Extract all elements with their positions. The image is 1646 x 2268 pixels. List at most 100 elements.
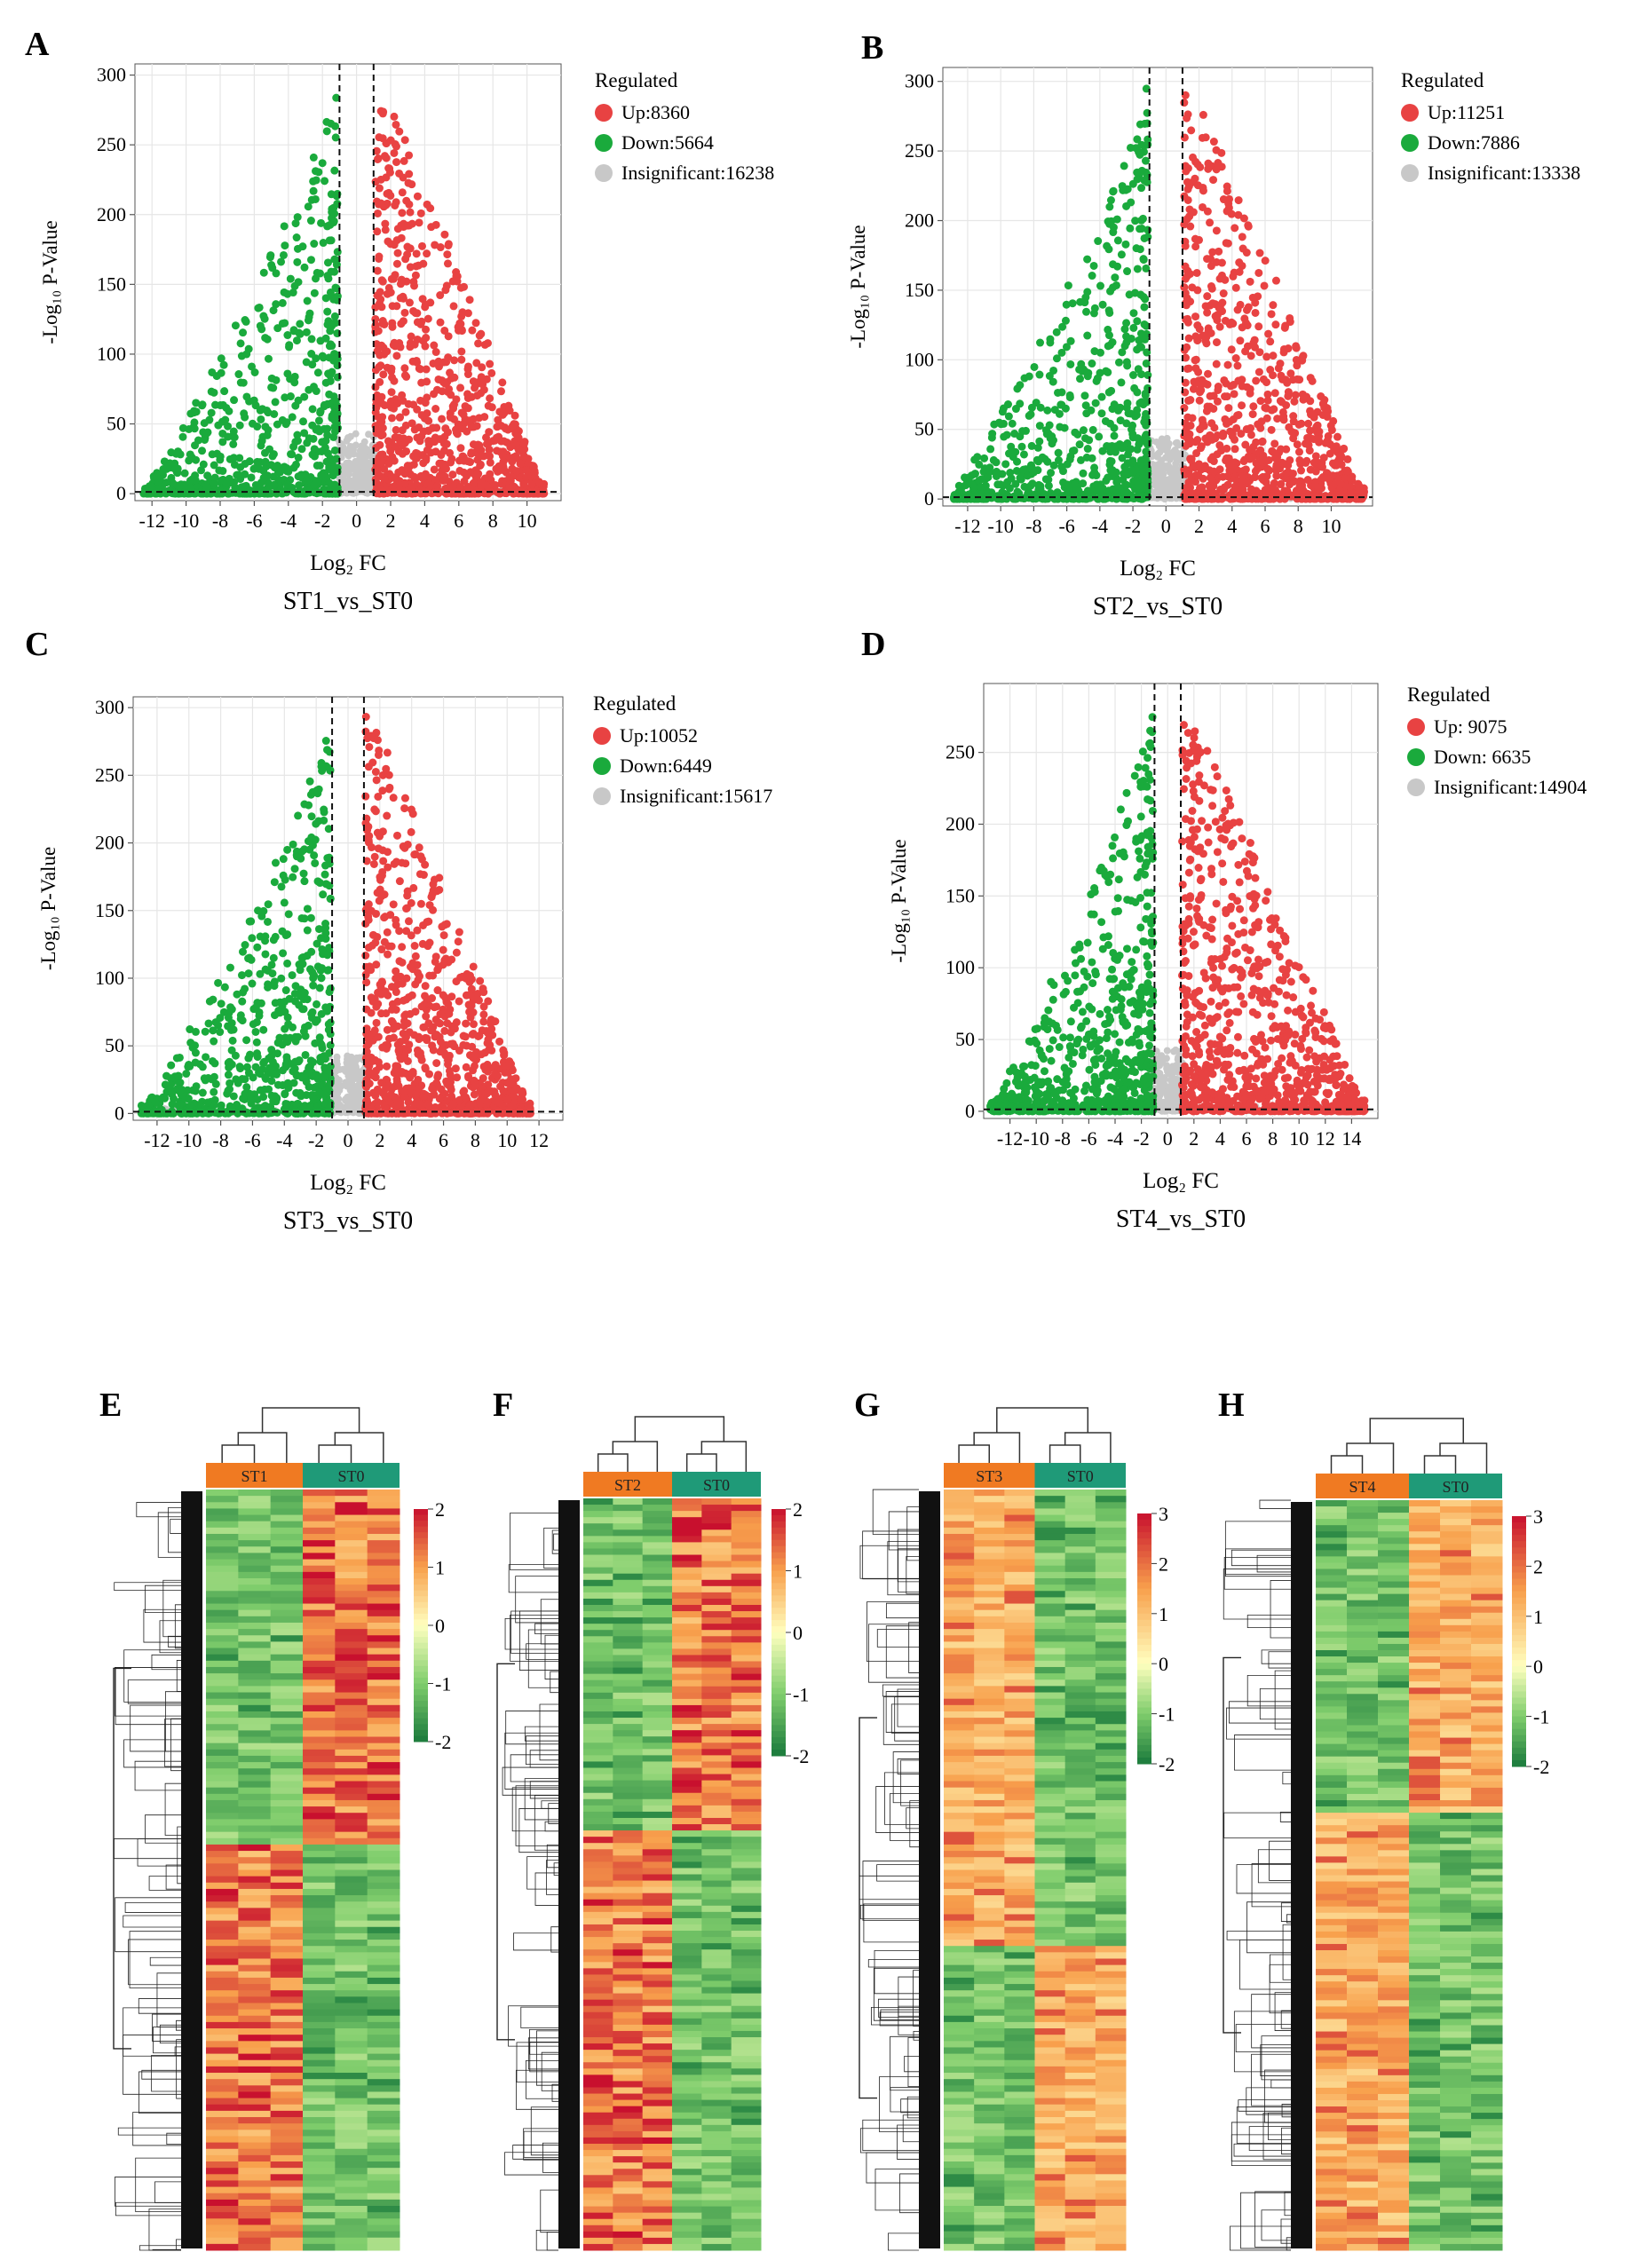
legend-swatch <box>595 134 613 152</box>
y-tick-label: 100 <box>905 348 934 370</box>
point-up <box>444 240 453 249</box>
point-up <box>413 449 422 458</box>
point-up <box>380 401 389 410</box>
y-tick-label: 150 <box>97 273 126 295</box>
legend-entry: Up:8360 <box>621 101 690 123</box>
point-up <box>387 367 396 375</box>
point-down <box>1026 481 1035 490</box>
point-up <box>392 352 401 360</box>
point-up <box>417 378 426 387</box>
y-tick-label: 150 <box>905 279 934 301</box>
point-down <box>237 483 246 492</box>
point-up <box>1255 249 1264 257</box>
point-down <box>989 455 998 464</box>
point-up <box>438 387 447 396</box>
point-down <box>1133 265 1142 273</box>
point-up <box>1196 388 1205 397</box>
point-up <box>377 276 386 285</box>
point-up <box>471 319 480 328</box>
point-down <box>277 257 286 266</box>
point-up <box>409 306 418 315</box>
point-up <box>1192 268 1201 277</box>
point-up <box>496 387 505 396</box>
point-down <box>1122 358 1131 367</box>
point-down <box>1029 468 1038 477</box>
point-down <box>1009 453 1017 462</box>
point-down <box>1106 287 1115 296</box>
point-down <box>328 321 336 330</box>
point-up <box>1204 164 1213 173</box>
point-up <box>1256 397 1265 406</box>
point-down <box>960 473 969 482</box>
point-down <box>257 415 265 423</box>
point-down <box>1001 460 1010 469</box>
point-down <box>253 943 262 952</box>
point-down <box>217 368 226 377</box>
point-down <box>328 342 336 351</box>
point-down <box>1076 375 1085 383</box>
point-up <box>1195 396 1204 405</box>
point-down <box>280 222 289 231</box>
point-down <box>253 1053 262 1062</box>
x-tick-label: 6 <box>1261 515 1270 537</box>
point-up <box>1244 494 1253 503</box>
point-up <box>1186 222 1195 231</box>
point-down <box>231 321 240 330</box>
point-down <box>1013 384 1022 393</box>
point-up <box>440 464 449 473</box>
point-down <box>1045 421 1054 430</box>
point-down <box>977 494 985 503</box>
point-up <box>457 355 466 364</box>
point-insignificant <box>362 473 370 481</box>
point-down <box>229 439 238 448</box>
point-up <box>1207 476 1216 485</box>
point-up <box>413 433 422 442</box>
point-up <box>384 188 393 197</box>
point-up <box>441 286 450 295</box>
point-down <box>182 1070 191 1079</box>
point-up <box>1279 412 1288 421</box>
point-down <box>1127 425 1136 434</box>
point-down <box>284 910 293 919</box>
point-up <box>471 489 479 498</box>
point-down <box>328 214 336 223</box>
point-down <box>200 419 209 428</box>
point-down <box>318 352 327 360</box>
point-down <box>264 900 273 909</box>
point-up <box>393 399 402 407</box>
point-down <box>195 488 204 497</box>
point-down <box>1017 442 1026 451</box>
point-up <box>1212 360 1221 368</box>
point-up <box>376 418 384 427</box>
point-up <box>488 437 497 446</box>
point-down <box>310 240 319 249</box>
legend: RegulatedUp:8360Down:5664Insignificant:1… <box>595 69 774 184</box>
point-down <box>330 446 339 454</box>
point-down <box>1121 240 1130 249</box>
point-down <box>324 369 333 378</box>
point-down <box>241 413 249 422</box>
point-down <box>319 239 328 248</box>
y-tick-label: 250 <box>905 139 934 162</box>
point-up <box>1304 419 1313 428</box>
point-down <box>292 233 301 242</box>
point-down <box>1137 184 1146 193</box>
point-down <box>245 397 254 406</box>
point-down <box>1117 250 1126 259</box>
point-down <box>1070 480 1079 489</box>
point-up <box>1183 195 1192 204</box>
point-up <box>1183 435 1192 444</box>
point-up <box>512 488 521 497</box>
point-up <box>1271 276 1280 285</box>
panel-letter: B <box>861 29 883 67</box>
point-down <box>281 986 290 995</box>
point-down <box>1004 412 1013 421</box>
point-up <box>1212 226 1221 235</box>
point-down <box>1021 426 1030 435</box>
point-up <box>1180 99 1189 107</box>
point-up <box>478 363 487 372</box>
point-down <box>199 460 208 469</box>
point-up <box>467 392 476 401</box>
point-down <box>1025 411 1033 420</box>
point-insignificant <box>360 443 368 451</box>
